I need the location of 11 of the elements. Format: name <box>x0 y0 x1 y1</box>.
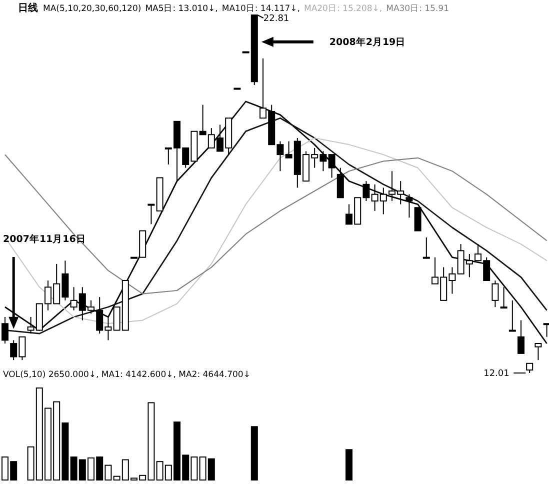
annotation: 2007年11月16日 <box>3 233 86 245</box>
text: MA5日: 13.010↓, <box>145 4 218 14</box>
text: MA20日: 15.208↓, <box>304 4 382 14</box>
annotation: 22.81 <box>263 14 290 24</box>
annotation: 2008年2月19日 <box>329 36 406 48</box>
chart-title: 日线 <box>18 2 38 14</box>
chart-subtitle: MA(5,10,20,30,60,120) <box>43 4 142 14</box>
annotation: 12.01 <box>484 369 510 379</box>
text: MA10日: 14.117↓, <box>222 4 300 14</box>
text: MA30日: 15.91 <box>386 4 449 14</box>
chart-title: VOL(5,10) 2650.000↓, MA1: 4142.600↓, MA2: 4644.700↓ <box>3 370 250 380</box>
